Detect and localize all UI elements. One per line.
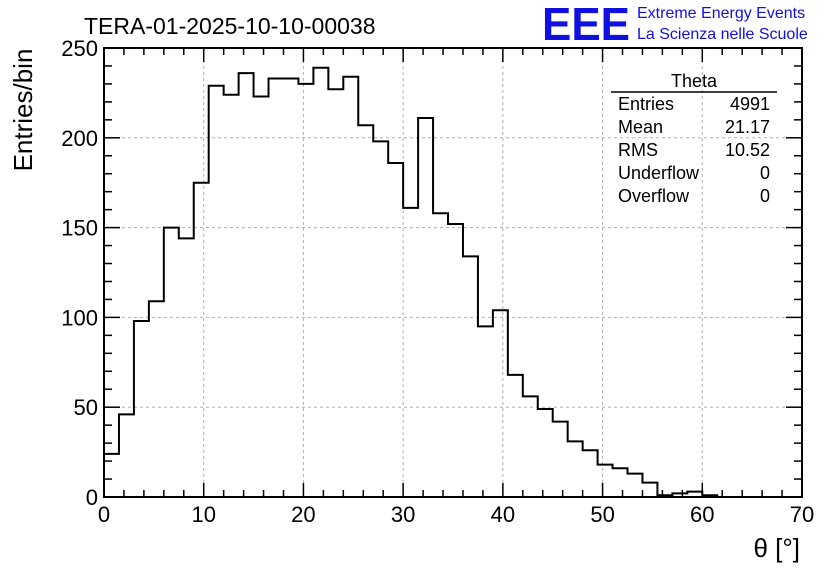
- axis-ticks: [103, 47, 803, 498]
- stats-box: Theta Entries 4991 Mean 21.17 RMS 10.52 Underf…: [611, 71, 777, 206]
- logo-line-1: Extreme Energy Events: [637, 5, 805, 22]
- x-tick-label: 50: [590, 502, 614, 527]
- x-tick-label: 0: [98, 502, 110, 527]
- stats-label: Underflow: [618, 163, 700, 183]
- stats-label: RMS: [618, 140, 658, 160]
- grid-lines: [104, 48, 802, 497]
- stats-value: 10.52: [725, 140, 770, 160]
- stats-label: Overflow: [618, 186, 690, 206]
- x-tick-label: 30: [391, 502, 415, 527]
- y-tick-label: 200: [61, 126, 98, 151]
- stats-value: 0: [760, 163, 770, 183]
- y-axis-label: Entries/bin: [8, 49, 38, 172]
- stats-value: 4991: [730, 94, 770, 114]
- stats-value: 21.17: [725, 117, 770, 137]
- x-tick-label: 60: [690, 502, 714, 527]
- y-tick-label: 50: [74, 395, 98, 420]
- x-tick-label: 70: [790, 502, 814, 527]
- x-axis-label: θ [°]: [753, 533, 800, 563]
- x-tick-label: 20: [291, 502, 315, 527]
- chart-title: TERA-01-2025-10-10-00038: [84, 13, 376, 39]
- x-tick-label: 40: [491, 502, 515, 527]
- eee-logo: EEE Extreme Energy Events La Scienza nel…: [542, 0, 808, 50]
- stats-title: Theta: [671, 71, 718, 91]
- x-tick-label: 10: [191, 502, 215, 527]
- plot-frame: [103, 47, 803, 498]
- eee-logo-mark: EEE: [542, 0, 630, 50]
- y-tick-label: 0: [86, 485, 98, 510]
- stats-label: Entries: [618, 94, 674, 114]
- histogram-line: [104, 66, 802, 498]
- stats-rows: Entries 4991 Mean 21.17 RMS 10.52 Underflow 0 Ov…: [618, 94, 770, 206]
- tick-labels: 0 10 20 30 40 50 60 70 0 50 100 150 200 250: [61, 36, 814, 527]
- logo-line-2: La Scienza nelle Scuole: [637, 26, 808, 43]
- stats-label: Mean: [618, 117, 663, 137]
- y-tick-label: 100: [61, 305, 98, 330]
- stats-value: 0: [760, 186, 770, 206]
- y-tick-label: 250: [61, 36, 98, 61]
- y-tick-label: 150: [61, 216, 98, 241]
